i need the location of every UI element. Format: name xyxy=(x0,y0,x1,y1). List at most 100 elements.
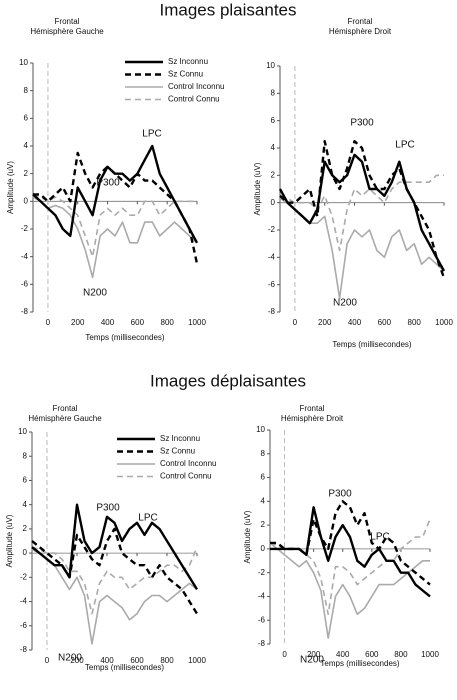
x-axis-label: Temps (millisecondes) xyxy=(320,659,399,668)
annotation: N200 xyxy=(58,653,82,664)
y-tick-label: 8 xyxy=(261,449,266,458)
y-tick-label: 0 xyxy=(261,544,266,553)
legend-label: Control Connu xyxy=(160,472,212,481)
x-tick-label: 1000 xyxy=(188,318,206,327)
legend-label: Control Inconnu xyxy=(168,82,224,91)
annotation: P300 xyxy=(350,118,374,129)
x-axis-label: Temps (millisecondes) xyxy=(85,333,164,342)
y-axis-label: Amplitude (uV) xyxy=(243,510,252,563)
x-tick-label: 0 xyxy=(293,318,298,327)
y-tick-label: 2 xyxy=(24,169,29,178)
y-tick-label: 4 xyxy=(261,496,266,505)
y-tick-label: 6 xyxy=(24,113,29,122)
annotation: P300 xyxy=(328,489,352,500)
y-axis-label: Amplitude (uV) xyxy=(253,162,262,215)
x-tick-label: 800 xyxy=(394,650,408,659)
y-tick-label: 2 xyxy=(261,520,266,529)
x-tick-label: 600 xyxy=(378,318,392,327)
legend-label: Control Inconnu xyxy=(160,459,216,468)
y-tick-label: 4 xyxy=(24,141,29,150)
y-tick-label: 0 xyxy=(271,198,276,207)
y-tick-label: 4 xyxy=(23,500,28,509)
series-line xyxy=(31,546,198,615)
annotation: LPC xyxy=(142,129,161,140)
y-axis-label: Amplitude (uV) xyxy=(6,161,15,214)
x-tick-label: 1000 xyxy=(188,656,206,665)
series-line xyxy=(278,153,446,272)
annotation: N200 xyxy=(83,288,107,299)
series-line xyxy=(32,144,199,244)
y-tick-label: -2 xyxy=(21,224,29,233)
series-line xyxy=(270,506,431,598)
y-tick-label: -8 xyxy=(20,645,28,654)
x-tick-label: 800 xyxy=(161,318,175,327)
y-tick-label: -2 xyxy=(268,225,276,234)
legend-label: Sz Connu xyxy=(168,70,203,79)
x-tick-label: 200 xyxy=(318,318,332,327)
y-tick-label: -4 xyxy=(258,592,266,601)
annotation: N200 xyxy=(300,655,324,666)
chart-title: Frontal xyxy=(55,17,80,26)
y-axis-label: Amplitude (uV) xyxy=(5,514,14,567)
x-tick-label: 600 xyxy=(130,656,144,665)
y-tick-label: -6 xyxy=(268,280,276,289)
legend-label: Sz Connu xyxy=(160,447,195,456)
x-tick-label: 200 xyxy=(70,656,84,665)
y-tick-label: -8 xyxy=(21,307,29,316)
chart-title: Frontal xyxy=(348,17,373,26)
y-tick-label: -8 xyxy=(268,307,276,316)
x-tick-label: 0 xyxy=(45,656,50,665)
y-tick-label: 2 xyxy=(23,524,28,533)
x-tick-label: 0 xyxy=(282,650,287,659)
x-tick-label: 400 xyxy=(101,318,115,327)
chart-subtitle: Hémisphère Gauche xyxy=(30,27,104,36)
series-line xyxy=(279,197,445,300)
annotation: LPC xyxy=(395,140,414,151)
y-tick-label: -8 xyxy=(258,639,266,648)
y-tick-label: -6 xyxy=(21,279,29,288)
series-line xyxy=(269,518,431,616)
x-tick-label: 200 xyxy=(71,318,85,327)
y-tick-label: 10 xyxy=(266,61,275,70)
legend-label: Sz Inconnu xyxy=(160,434,200,443)
y-tick-label: 8 xyxy=(271,88,276,97)
chart-subtitle: Hémisphère Gauche xyxy=(28,414,102,423)
annotation: LPC xyxy=(370,532,389,543)
y-tick-label: 10 xyxy=(18,427,27,436)
x-tick-label: 1000 xyxy=(421,650,439,659)
x-tick-label: 400 xyxy=(336,650,350,659)
x-tick-label: 400 xyxy=(348,318,362,327)
y-tick-label: 4 xyxy=(271,143,276,152)
x-axis-label: Temps (millisecondes) xyxy=(85,663,164,672)
y-tick-label: 8 xyxy=(24,86,29,95)
y-tick-label: -2 xyxy=(20,572,28,581)
x-tick-label: 800 xyxy=(160,656,174,665)
y-tick-label: 2 xyxy=(271,170,276,179)
x-axis-label: Temps (millisecondes) xyxy=(332,340,411,349)
legend-label: Control Connu xyxy=(168,95,220,104)
y-tick-label: 10 xyxy=(256,425,265,434)
x-tick-label: 600 xyxy=(131,318,145,327)
chart-subtitle: Hémisphère Droit xyxy=(281,414,344,423)
y-tick-label: 0 xyxy=(24,196,29,205)
annotation: N200 xyxy=(333,298,357,309)
y-tick-label: 6 xyxy=(23,476,28,485)
x-tick-label: 400 xyxy=(100,656,114,665)
series-line xyxy=(269,542,430,639)
x-tick-label: 1000 xyxy=(435,318,453,327)
series-line xyxy=(31,503,199,591)
x-tick-label: 200 xyxy=(307,650,321,659)
y-tick-label: -2 xyxy=(258,568,266,577)
y-tick-label: 10 xyxy=(19,58,28,67)
y-tick-label: -4 xyxy=(268,252,276,261)
y-tick-label: -6 xyxy=(258,615,266,624)
series-line xyxy=(33,151,199,264)
x-tick-label: 600 xyxy=(365,650,379,659)
series-line xyxy=(31,548,198,645)
y-tick-label: 6 xyxy=(261,473,266,482)
series-line xyxy=(31,527,199,615)
x-tick-label: 800 xyxy=(408,318,422,327)
chart-title: Frontal xyxy=(300,404,325,413)
annotation: P300 xyxy=(96,503,120,514)
